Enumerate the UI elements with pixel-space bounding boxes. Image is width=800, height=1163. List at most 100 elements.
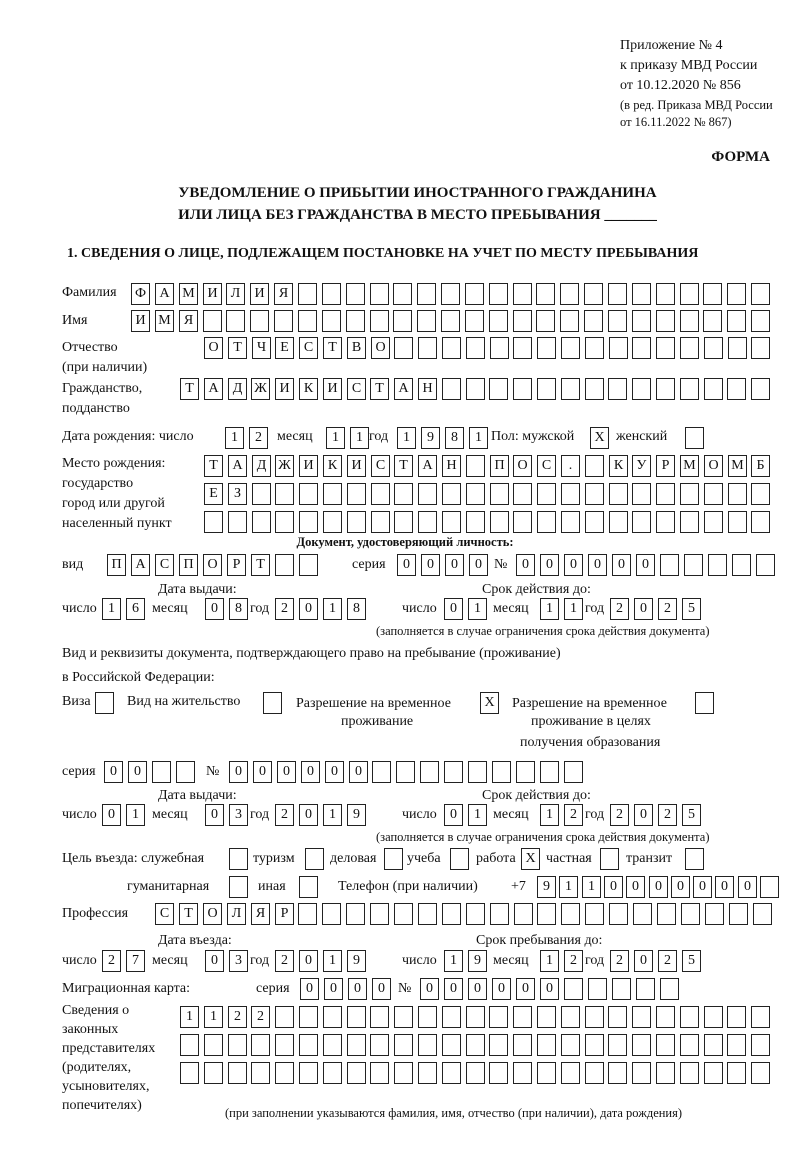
char-cell[interactable]: 0	[420, 978, 439, 1000]
char-cell[interactable]: 2	[658, 950, 677, 972]
char-cell[interactable]	[442, 1062, 461, 1084]
char-cell[interactable]: 0	[516, 554, 535, 576]
char-cell[interactable]	[466, 337, 485, 359]
char-cell[interactable]: А	[418, 455, 437, 477]
char-cell[interactable]	[537, 511, 556, 533]
char-cell[interactable]	[466, 903, 485, 925]
char-cell[interactable]	[681, 903, 700, 925]
char-cell[interactable]: 1	[540, 950, 559, 972]
char-cell[interactable]	[703, 310, 722, 332]
char-cell[interactable]	[704, 1062, 723, 1084]
char-cell[interactable]	[656, 1006, 675, 1028]
char-cell[interactable]	[442, 511, 461, 533]
char-cell[interactable]	[680, 283, 699, 305]
char-cell[interactable]	[727, 1006, 746, 1028]
char-cell[interactable]	[275, 511, 294, 533]
char-cell[interactable]: Н	[418, 378, 437, 400]
char-cell[interactable]: 0	[300, 978, 319, 1000]
char-cell[interactable]: Я	[179, 310, 198, 332]
char-cell[interactable]	[298, 903, 317, 925]
char-cell[interactable]	[490, 483, 509, 505]
char-cell[interactable]: В	[347, 337, 366, 359]
char-cell[interactable]	[632, 310, 651, 332]
char-cell[interactable]: 1	[469, 427, 488, 449]
residence-permit-checkbox-box[interactable]	[263, 692, 282, 714]
char-cell[interactable]	[564, 761, 583, 783]
char-cell[interactable]: К	[609, 455, 628, 477]
char-cell[interactable]	[608, 283, 627, 305]
char-cell[interactable]: 1	[204, 1006, 223, 1028]
char-cell[interactable]	[466, 1034, 485, 1056]
char-cell[interactable]	[751, 483, 770, 505]
char-cell[interactable]	[370, 1006, 389, 1028]
char-cell[interactable]	[608, 378, 627, 400]
char-cell[interactable]: 1	[326, 427, 345, 449]
char-cell[interactable]	[684, 554, 703, 576]
char-cell[interactable]	[466, 455, 485, 477]
purpose-private-checkbox-box[interactable]	[600, 848, 619, 870]
char-cell[interactable]: А	[131, 554, 150, 576]
char-cell[interactable]: 0	[421, 554, 440, 576]
char-cell[interactable]	[680, 310, 699, 332]
char-cell[interactable]	[704, 1006, 723, 1028]
char-cell[interactable]	[632, 378, 651, 400]
char-cell[interactable]: Д	[228, 378, 247, 400]
char-cell[interactable]: 1	[225, 427, 244, 449]
char-cell[interactable]: 1	[564, 598, 583, 620]
char-cell[interactable]: 0	[634, 598, 653, 620]
char-cell[interactable]: У	[632, 455, 651, 477]
char-cell[interactable]	[588, 978, 607, 1000]
char-cell[interactable]	[708, 554, 727, 576]
char-cell[interactable]: 9	[421, 427, 440, 449]
char-cell[interactable]	[584, 283, 603, 305]
char-cell[interactable]	[656, 337, 675, 359]
char-cell[interactable]	[347, 1006, 366, 1028]
char-cell[interactable]	[585, 511, 604, 533]
char-cell[interactable]: Е	[275, 337, 294, 359]
char-cell[interactable]: 1	[444, 950, 463, 972]
char-cell[interactable]	[680, 1062, 699, 1084]
char-cell[interactable]: Ч	[252, 337, 271, 359]
char-cell[interactable]	[394, 903, 413, 925]
char-cell[interactable]	[299, 1006, 318, 1028]
char-cell[interactable]	[489, 1006, 508, 1028]
char-cell[interactable]: 1	[350, 427, 369, 449]
char-cell[interactable]	[466, 483, 485, 505]
char-cell[interactable]	[753, 903, 772, 925]
char-cell[interactable]	[180, 1034, 199, 1056]
char-cell[interactable]: 0	[445, 554, 464, 576]
char-cell[interactable]: 1	[323, 804, 342, 826]
char-cell[interactable]: С	[347, 378, 366, 400]
edu-permit-checkbox-box[interactable]	[695, 692, 714, 714]
char-cell[interactable]	[561, 903, 580, 925]
char-cell[interactable]: 7	[126, 950, 145, 972]
char-cell[interactable]: И	[347, 455, 366, 477]
char-cell[interactable]: 0	[738, 876, 757, 898]
char-cell[interactable]: С	[155, 554, 174, 576]
char-cell[interactable]	[516, 761, 535, 783]
char-cell[interactable]	[322, 283, 341, 305]
char-cell[interactable]	[660, 554, 679, 576]
char-cell[interactable]: С	[537, 455, 556, 477]
char-cell[interactable]	[561, 1062, 580, 1084]
char-cell[interactable]: Р	[227, 554, 246, 576]
char-cell[interactable]: Р	[656, 455, 675, 477]
char-cell[interactable]: 2	[275, 950, 294, 972]
char-cell[interactable]: М	[155, 310, 174, 332]
char-cell[interactable]	[204, 1034, 223, 1056]
char-cell[interactable]	[323, 1062, 342, 1084]
char-cell[interactable]: 0	[516, 978, 535, 1000]
char-cell[interactable]	[656, 483, 675, 505]
char-cell[interactable]: 1	[102, 598, 121, 620]
char-cell[interactable]: 2	[275, 598, 294, 620]
char-cell[interactable]: И	[131, 310, 150, 332]
char-cell[interactable]	[226, 310, 245, 332]
char-cell[interactable]: П	[490, 455, 509, 477]
char-cell[interactable]	[275, 554, 294, 576]
char-cell[interactable]	[608, 1034, 627, 1056]
char-cell[interactable]: 0	[492, 978, 511, 1000]
char-cell[interactable]: 2	[658, 598, 677, 620]
char-cell[interactable]: Я	[251, 903, 270, 925]
char-cell[interactable]	[323, 483, 342, 505]
char-cell[interactable]	[636, 978, 655, 1000]
